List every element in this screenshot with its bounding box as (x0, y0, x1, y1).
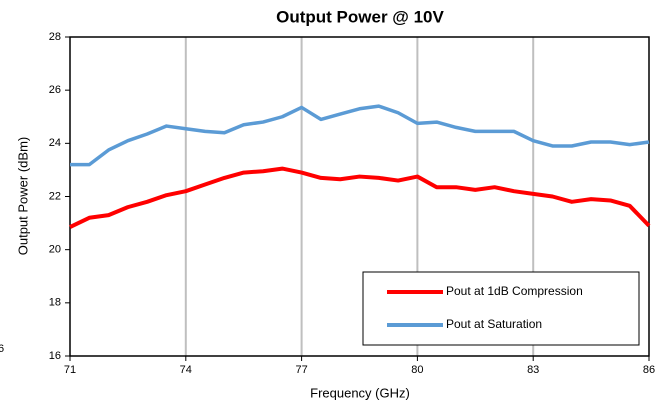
x-tick-label: 74 (180, 364, 192, 376)
y-tick-label: 22 (49, 190, 61, 202)
chart-title: Output Power @ 10V (276, 7, 444, 26)
legend-box (362, 271, 640, 346)
edge-label: 6 (0, 343, 4, 355)
y-tick-label: 20 (49, 244, 61, 256)
y-tick-label: 18 (49, 297, 61, 309)
y-tick-label: 28 (49, 31, 61, 43)
y-tick-label: 26 (49, 84, 61, 96)
legend-label: Pout at Saturation (446, 317, 542, 331)
y-tick-label: 24 (49, 137, 61, 149)
x-tick-label: 77 (295, 364, 307, 376)
y-axis-label: Output Power (dBm) (15, 137, 30, 256)
x-tick-label: 71 (64, 364, 76, 376)
x-tick-label: 86 (643, 364, 655, 376)
line-series (69, 166, 651, 229)
x-axis-label: Frequency (GHz) (310, 385, 410, 400)
y-tick-label: 16 (49, 350, 61, 362)
x-tick-label: 80 (411, 364, 423, 376)
legend-label: Pout at 1dB Compression (446, 284, 583, 298)
line-series (70, 104, 650, 167)
x-tick-label: 83 (527, 364, 539, 376)
plot-frame (69, 36, 650, 357)
